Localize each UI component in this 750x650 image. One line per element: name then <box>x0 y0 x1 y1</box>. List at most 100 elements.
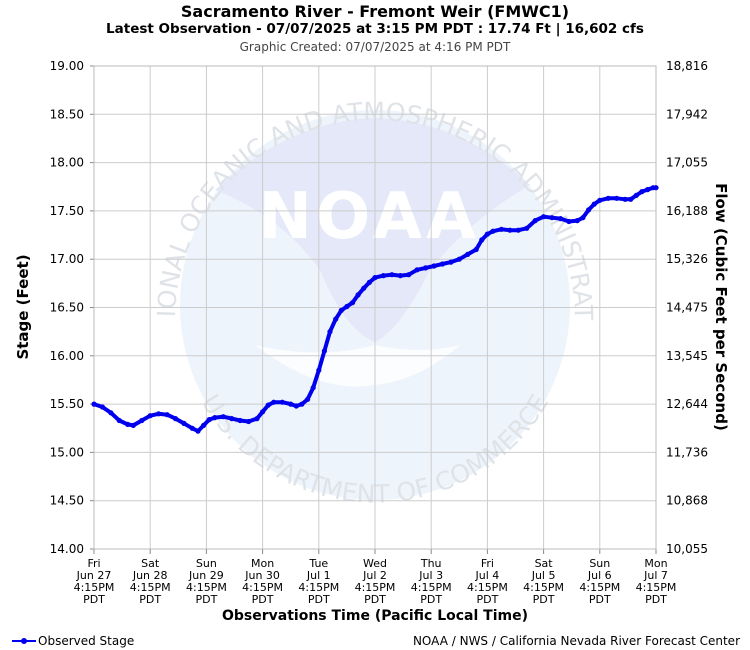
observed-stage-point <box>99 404 105 410</box>
footer-credit: NOAA / NWS / California Nevada River For… <box>412 634 740 648</box>
x-tick-line: Jul 7 <box>643 569 668 582</box>
observed-stage-point <box>305 396 311 402</box>
observed-stage-point <box>220 414 226 420</box>
observed-stage-point <box>566 218 572 225</box>
observed-stage-point <box>321 348 327 354</box>
observed-stage-point <box>164 412 170 418</box>
observed-stage-point <box>597 197 603 203</box>
observed-stage-point <box>372 275 378 281</box>
y2-tick-label: 16,188 <box>666 204 708 218</box>
observed-stage-point <box>645 187 651 193</box>
observed-stage-point <box>605 195 611 201</box>
axes: 14.00 10,055 14.50 10,868 15.00 11,736 15.50 12… <box>50 59 708 606</box>
observed-stage-point <box>498 226 504 232</box>
observed-stage-point <box>456 256 462 262</box>
x-tick-line: PDT <box>589 593 611 606</box>
observed-stage-point <box>130 422 136 428</box>
y2-tick-label: 17,055 <box>666 156 708 170</box>
y-tick-label: 15.50 <box>50 397 84 411</box>
x-tick-line: 4:15PM <box>523 581 564 594</box>
observed-stage-point <box>91 401 97 407</box>
observed-stage-point <box>591 201 597 207</box>
noaa-watermark: NOAA NATIONAL OCEANIC AND ATMOSPHERIC AD… <box>0 0 598 509</box>
x-tick-line: Jun 27 <box>76 569 112 582</box>
y2-tick-label: 11,736 <box>666 445 708 459</box>
x-tick-label: Sun Jun 29 4:15PM PDT <box>186 557 227 606</box>
x-tick-label: Mon Jun 30 4:15PM PDT <box>242 557 283 606</box>
x-tick-line: PDT <box>195 593 217 606</box>
observed-stage-point <box>333 316 339 322</box>
y-tick-label: 18.00 <box>50 156 84 170</box>
observed-stage-point <box>431 263 437 269</box>
observed-stage-point <box>465 251 471 257</box>
observed-stage-point <box>288 401 294 407</box>
x-axis-label: Observations Time (Pacific Local Time) <box>222 608 528 624</box>
legend-line-icon <box>12 636 36 646</box>
x-tick-line: Wed <box>363 557 387 570</box>
observed-stage-point <box>406 272 412 278</box>
observed-stage-point <box>327 329 333 335</box>
observed-stage-point <box>229 416 235 422</box>
observed-stage-point <box>586 207 592 213</box>
x-tick-label: Fri Jul 4 4:15PM PDT <box>467 557 508 606</box>
observed-stage-point <box>156 411 162 417</box>
observed-stage-point <box>653 185 659 191</box>
x-tick-line: Jul 2 <box>362 569 387 582</box>
observed-stage-point <box>439 261 445 267</box>
x-tick-line: Jul 6 <box>587 569 612 582</box>
observed-stage-point <box>172 416 179 422</box>
x-tick-line: Sat <box>141 557 160 570</box>
observed-stage-point <box>316 367 322 373</box>
observed-stage-point <box>574 218 580 224</box>
observed-stage-point <box>633 192 639 198</box>
observed-stage-point <box>361 285 367 291</box>
series-layer <box>91 185 659 434</box>
x-tick-line: PDT <box>83 593 105 606</box>
observed-stage-point <box>580 215 586 221</box>
observed-stage-point <box>490 228 496 234</box>
x-tick-line: Sun <box>196 557 217 570</box>
x-tick-line: Mon <box>251 557 274 570</box>
observed-stage-point <box>237 417 243 424</box>
x-tick-line: 4:15PM <box>579 581 620 594</box>
x-tick-line: Sat <box>535 557 554 570</box>
y2-tick-label: 10,868 <box>666 494 708 508</box>
y-tick-label: 16.00 <box>50 349 84 363</box>
observed-stage-point <box>484 231 490 237</box>
observed-stage-point <box>479 237 485 243</box>
x-tick-line: PDT <box>308 593 330 606</box>
noaa-logo-text: NOAA <box>258 180 479 254</box>
observed-stage-point <box>349 300 356 306</box>
y2-tick-label: 15,326 <box>666 252 708 266</box>
y-tick-label: 18.50 <box>50 107 84 121</box>
legend: Observed Stage <box>12 634 134 648</box>
observed-stage-point <box>355 292 361 298</box>
grid-lines <box>93 65 657 550</box>
x-tick-line: Thu <box>420 557 442 570</box>
observed-stage-point <box>423 265 429 271</box>
observed-stage-point <box>507 227 513 233</box>
observed-stage-point <box>206 417 212 423</box>
observed-stage-point <box>473 246 479 253</box>
x-tick-line: 4:15PM <box>411 581 452 594</box>
y2-tick-label: 18,816 <box>666 59 708 73</box>
observed-stage-point <box>389 272 395 278</box>
observed-stage-point <box>195 428 201 434</box>
observed-stage-point <box>212 415 218 421</box>
x-tick-line: 4:15PM <box>636 581 677 594</box>
y-tick-label: 17.00 <box>50 252 84 266</box>
observed-stage-point <box>139 417 145 424</box>
x-tick-line: PDT <box>476 593 498 606</box>
x-tick-label: Mon Jul 7 4:15PM PDT <box>636 557 677 606</box>
observed-stage-point <box>147 413 153 419</box>
y-axis-label: Stage (Feet) <box>14 254 32 359</box>
observed-stage-point <box>344 303 350 310</box>
x-tick-line: 4:15PM <box>186 581 227 594</box>
observed-stage-point <box>189 425 195 431</box>
x-tick-line: Fri <box>87 557 100 570</box>
y2-tick-label: 13,545 <box>666 349 708 363</box>
observed-stage-point <box>246 418 252 425</box>
observed-stage-point <box>293 403 299 409</box>
x-tick-line: PDT <box>139 593 161 606</box>
x-tick-line: Jun 28 <box>132 569 168 582</box>
